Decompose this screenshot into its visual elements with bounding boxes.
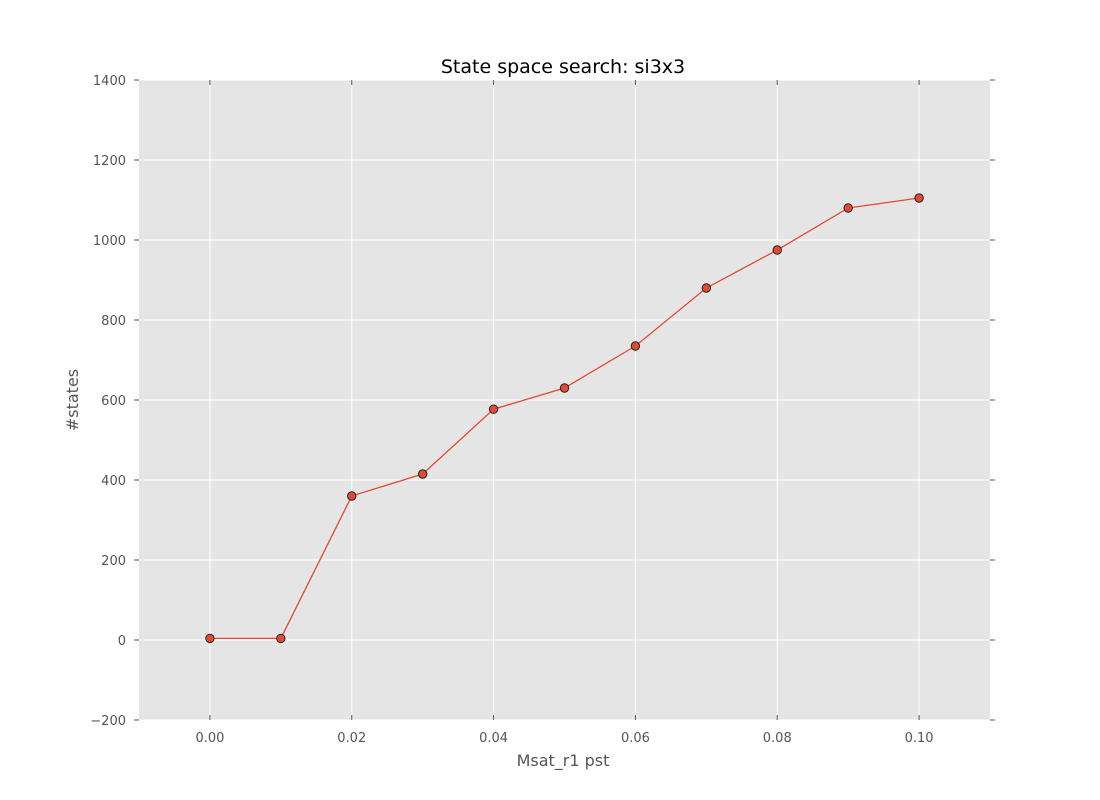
series-points-group [205, 193, 924, 644]
y-tick-label: 1000 [93, 234, 126, 249]
y-tick-label: 600 [101, 394, 126, 409]
data-point [914, 193, 924, 203]
x-axis-label: Msat_r1 pst [517, 751, 610, 771]
y-tick-label: 1400 [93, 74, 126, 89]
y-tick-label: 200 [101, 554, 126, 569]
x-tick-label: 0.02 [337, 731, 366, 746]
data-point [347, 491, 357, 501]
tick-labels: 0.00 0.02 0.04 0.06 0.08 0.10 −200 0 200 400 600 80… [90, 74, 933, 746]
y-tick-label: 400 [101, 474, 126, 489]
x-tick-label: 0.08 [763, 731, 792, 746]
y-tick-label: 1200 [93, 154, 126, 169]
data-point [488, 404, 499, 414]
chart-title: State space search: si3x3 [441, 56, 685, 78]
y-axis-label: #states [63, 369, 82, 431]
x-tick-label: 0.06 [621, 731, 650, 746]
data-point [630, 341, 641, 351]
y-tick-label: −200 [90, 714, 126, 729]
y-tick-label: 800 [101, 314, 126, 329]
axis-ticks [134, 79, 995, 721]
data-point [772, 245, 782, 255]
data-point [205, 633, 215, 644]
data-point [843, 203, 853, 213]
y-tick-label: 0 [118, 634, 126, 649]
x-tick-label: 0.10 [905, 731, 934, 746]
data-point [701, 283, 712, 293]
data-point [417, 469, 428, 479]
data-point [276, 633, 286, 644]
x-tick-label: 0.04 [479, 731, 508, 746]
x-tick-label: 0.00 [195, 731, 224, 746]
data-point [559, 383, 570, 393]
